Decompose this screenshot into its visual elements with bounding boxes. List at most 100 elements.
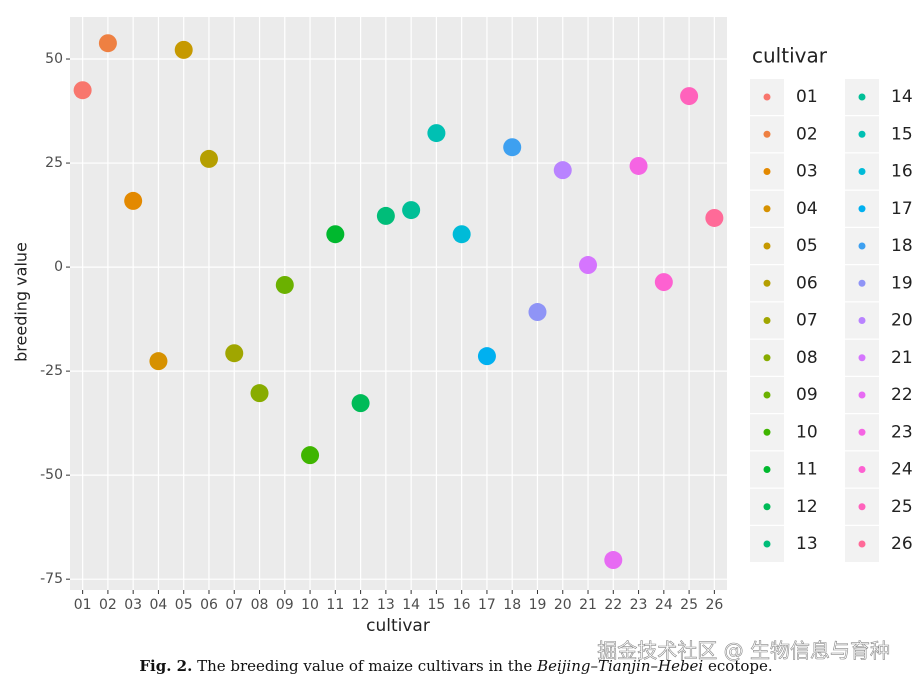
legend-label: 19 [891, 273, 912, 293]
point [98, 34, 117, 53]
x-tick-label: 20 [554, 597, 572, 613]
x-tick-label: 14 [402, 597, 420, 613]
x-tick-label: 07 [225, 597, 243, 613]
x-tick-label: 17 [478, 597, 496, 613]
legend-marker [858, 93, 866, 101]
legend-label: 05 [796, 236, 818, 256]
x-tick-label: 16 [453, 597, 471, 613]
x-tick-label: 12 [352, 597, 370, 613]
legend-label: 09 [796, 385, 818, 405]
x-tick-label: 23 [630, 597, 648, 613]
legend-marker [858, 205, 866, 213]
point [351, 394, 370, 413]
legend-label: 11 [796, 460, 818, 480]
legend-marker [763, 466, 771, 473]
y-tick-label: -25 [40, 363, 63, 379]
legend-marker [763, 168, 771, 175]
legend-marker [858, 391, 866, 399]
point [149, 352, 168, 371]
x-tick-label: 26 [705, 597, 723, 613]
legend-marker [858, 540, 866, 548]
legend-marker [858, 503, 866, 511]
point [124, 191, 143, 210]
x-tick-label: 02 [99, 597, 117, 613]
point [452, 225, 471, 244]
y-tick-label: 50 [45, 51, 63, 67]
legend-label: 04 [796, 199, 818, 219]
point [604, 551, 623, 570]
point [629, 156, 648, 175]
legend-label: 08 [796, 348, 818, 368]
legend-label: 22 [891, 385, 912, 405]
watermark: 掘金技术社区 @ 生物信息与育种 [597, 639, 890, 663]
point [301, 446, 320, 465]
point [376, 206, 395, 225]
legend-marker [858, 279, 866, 287]
caption-italic: Beijing–Tianjin–Hebei [536, 657, 703, 675]
x-axis-label: cultivar [366, 616, 430, 636]
legend-marker [763, 391, 771, 399]
legend-marker [763, 354, 771, 362]
legend-label: 12 [796, 497, 818, 517]
legend-label: 21 [891, 348, 912, 368]
y-tick-label: -50 [40, 467, 63, 483]
legend-marker [858, 168, 866, 175]
legend-marker [763, 279, 771, 287]
x-tick-label: 19 [529, 597, 547, 613]
x-tick-label: 03 [124, 597, 142, 613]
legend-marker [763, 93, 771, 101]
legend-marker [763, 540, 771, 548]
point [275, 275, 294, 294]
legend-marker [763, 130, 771, 138]
caption: Fig. 2. The breeding value of maize cult… [139, 657, 772, 675]
x-tick-label: 09 [276, 597, 294, 613]
point [326, 225, 345, 244]
caption-text: The breeding value of maize cultivars in… [197, 657, 532, 675]
legend-label: 13 [796, 534, 818, 554]
point [225, 344, 244, 363]
legend-label: 16 [891, 162, 912, 182]
legend-label: 14 [891, 87, 912, 107]
point [199, 149, 218, 168]
legend-title: cultivar [752, 44, 828, 68]
legend-marker [763, 242, 771, 250]
y-tick-label: 0 [54, 259, 63, 275]
legend-marker [858, 466, 866, 473]
y-axis-label: breeding value [12, 242, 31, 362]
x-tick-label: 05 [175, 597, 193, 613]
point [705, 208, 724, 227]
x-tick-label: 21 [579, 597, 597, 613]
legend-marker [858, 428, 866, 436]
point [477, 347, 496, 366]
point [553, 161, 572, 180]
point [503, 138, 522, 157]
point [250, 384, 269, 403]
caption-label: Fig. 2. [139, 657, 192, 675]
legend-label: 01 [796, 87, 818, 107]
x-tick-label: 10 [301, 597, 319, 613]
legend-marker [763, 317, 771, 324]
legend-marker [763, 503, 771, 511]
x-tick-label: 13 [377, 597, 395, 613]
point [579, 256, 598, 275]
legend-label: 20 [891, 311, 912, 331]
legend-marker [763, 205, 771, 213]
legend-label: 25 [891, 497, 912, 517]
x-tick-label: 01 [74, 597, 92, 613]
legend-label: 18 [891, 236, 912, 256]
legend-marker [858, 354, 866, 362]
point [73, 81, 92, 100]
point [680, 87, 699, 106]
legend-label: 10 [796, 422, 818, 442]
point [654, 273, 673, 292]
plot-panel [70, 17, 727, 590]
x-tick-label: 22 [604, 597, 622, 613]
legend-marker [858, 242, 866, 250]
point [427, 124, 446, 143]
point [174, 40, 193, 59]
legend-marker [858, 317, 866, 324]
legend-label: 17 [891, 199, 912, 219]
legend-label: 15 [891, 124, 912, 144]
legend-label: 07 [796, 311, 818, 331]
